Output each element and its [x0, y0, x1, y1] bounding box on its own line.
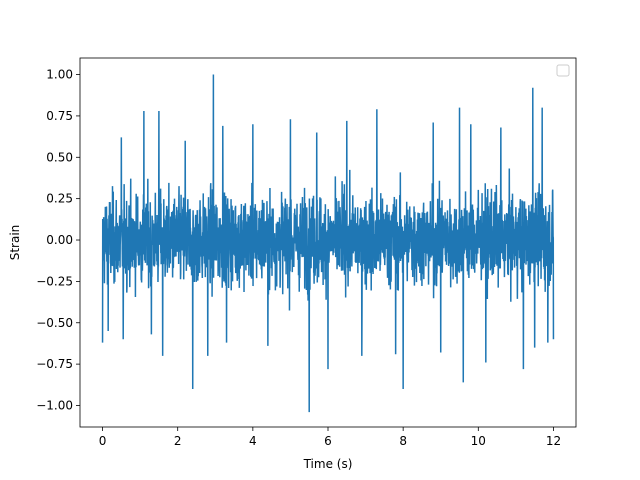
y-tick-label: −0.25 — [36, 274, 73, 288]
x-axis-ticks: 0 2 4 6 8 10 12 — [99, 427, 561, 448]
series-layer — [101, 74, 555, 413]
y-tick-label: 0.25 — [46, 192, 73, 206]
x-tick-label: 0 — [99, 434, 107, 448]
legend-box — [556, 64, 570, 77]
x-axis-label: Time (s) — [303, 457, 353, 471]
x-tick-label: 10 — [471, 434, 486, 448]
x-tick-label: 4 — [249, 434, 257, 448]
y-tick-label: −0.75 — [36, 357, 73, 371]
y-tick-label: −0.50 — [36, 316, 73, 330]
x-tick-label: 12 — [546, 434, 561, 448]
y-axis-label: Strain — [8, 225, 22, 261]
strain-series-line — [101, 74, 555, 413]
y-tick-label: 1.00 — [46, 68, 73, 82]
y-tick-label: −1.00 — [36, 398, 73, 412]
y-axis-ticks: −1.00 −0.75 −0.50 −0.25 0.00 0.25 0.50 0.75 1.00 — [36, 68, 80, 412]
y-tick-label: 0.50 — [46, 150, 73, 164]
y-tick-label: 0.00 — [46, 233, 73, 247]
x-tick-label: 6 — [324, 434, 332, 448]
y-tick-label: 0.75 — [46, 109, 73, 123]
x-tick-label: 2 — [174, 434, 182, 448]
x-tick-label: 8 — [399, 434, 407, 448]
